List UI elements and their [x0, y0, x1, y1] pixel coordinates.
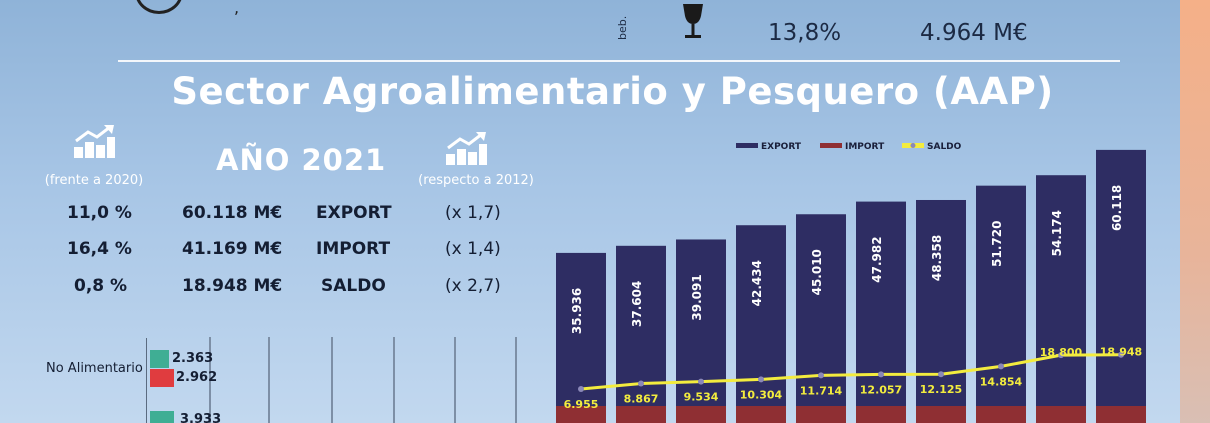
saldo-point	[998, 363, 1004, 370]
left-caption: (frente a 2020)	[44, 173, 144, 188]
drinks-percentage: 13,8%	[768, 20, 842, 46]
saldo-value-label: 11.714	[800, 384, 843, 397]
export-multiplier: (x 1,7)	[445, 203, 501, 223]
bar-partial	[150, 411, 174, 423]
export-value-label: 47.982	[870, 236, 884, 282]
export-import-chart: EXPORT IMPORT SALDO 35.936 37.604 39.091 42.4…	[556, 142, 1146, 423]
saldo-value-label: 6.955	[564, 398, 599, 411]
export-pct: 11,0 %	[67, 203, 132, 223]
legend-label-export: EXPORT	[761, 142, 802, 152]
saldo-point	[878, 371, 884, 378]
export-value-label: 60.118	[1110, 185, 1124, 231]
bar-label: 3.933	[180, 412, 222, 423]
saldo-point	[698, 378, 704, 385]
export-value-label: 45.010	[810, 249, 824, 295]
export-value-label: 37.604	[630, 281, 644, 327]
import-bar	[736, 406, 786, 423]
export-bar	[676, 239, 726, 423]
category-label: No Alimentario	[46, 361, 143, 376]
saldo-value-label: 14.854	[980, 375, 1023, 388]
import-bar	[1096, 406, 1146, 423]
export-value-label: 42.434	[750, 260, 764, 306]
top-tick-text: ,	[234, 0, 240, 17]
import-bar	[976, 406, 1026, 423]
gridline	[454, 337, 456, 423]
export-bar	[916, 199, 966, 423]
bar-label: 2.962	[176, 370, 218, 385]
legend-label-saldo: SALDO	[927, 142, 962, 152]
import-bar	[796, 406, 846, 423]
saldo-point	[1058, 352, 1064, 359]
saldo-line	[580, 353, 1122, 391]
saldo-value-label: 18.948	[1100, 346, 1142, 359]
legend-swatch-import	[820, 143, 842, 148]
gridline	[393, 337, 395, 423]
import-bar	[616, 406, 666, 423]
trend-up-icon	[74, 125, 115, 158]
trend-up-icon	[446, 132, 487, 165]
export-bar	[616, 245, 666, 423]
circle-icon	[135, 0, 183, 14]
gridline	[268, 337, 270, 423]
right-caption: (respecto a 2012)	[418, 173, 534, 188]
export-value-label: 54.174	[1050, 210, 1064, 256]
export-bar	[976, 185, 1026, 423]
export-bar	[1096, 149, 1146, 423]
import-pct: 16,4 %	[67, 239, 132, 259]
gridline	[331, 337, 333, 423]
export-bar	[1036, 175, 1086, 423]
saldo-value-label: 18.800	[1040, 346, 1083, 359]
saldo-value: 18.948 M€	[182, 276, 283, 296]
export-bar	[856, 201, 906, 423]
export-value-label: 48.358	[930, 235, 944, 281]
import-bar	[1036, 406, 1086, 423]
page-title: Sector Agroalimentario y Pesquero (AAP)	[171, 70, 1054, 113]
saldo-point	[1118, 351, 1124, 358]
bar-label: 2.363	[172, 351, 214, 366]
axis-line	[146, 338, 147, 423]
import-bar	[676, 406, 726, 423]
saldo-value-label: 9.534	[684, 391, 719, 404]
export-bar	[796, 214, 846, 423]
import-multiplier: (x 1,4)	[445, 239, 501, 259]
saldo-multiplier: (x 2,7)	[445, 276, 501, 296]
import-bar	[856, 406, 906, 423]
import-value: 41.169 M€	[182, 239, 283, 259]
side-accent-strip	[1180, 0, 1210, 423]
import-bar	[916, 406, 966, 423]
saldo-value-label: 8.867	[624, 393, 659, 406]
bar-no-alimentario-2	[150, 369, 174, 387]
export-value-label: 51.720	[990, 221, 1004, 267]
beb-label: beb.	[616, 15, 629, 40]
export-value: 60.118 M€	[182, 203, 283, 223]
drinks-value: 4.964 M€	[920, 20, 1028, 46]
import-label: IMPORT	[316, 239, 391, 259]
import-bar	[556, 406, 606, 423]
gridline	[209, 337, 211, 423]
legend-label-import: IMPORT	[845, 142, 885, 152]
saldo-value-label: 12.125	[920, 383, 962, 396]
saldo-point	[638, 380, 644, 387]
wine-glass-icon	[683, 4, 703, 38]
saldo-point	[938, 371, 944, 378]
saldo-point	[818, 372, 824, 379]
divider	[118, 60, 1120, 62]
year-title: AÑO 2021	[216, 143, 387, 177]
saldo-label: SALDO	[321, 276, 386, 296]
gridline	[515, 337, 517, 423]
export-value-label: 39.091	[690, 274, 704, 320]
export-label: EXPORT	[316, 203, 392, 223]
saldo-value-label: 12.057	[860, 383, 902, 396]
legend-swatch-export	[736, 143, 758, 148]
saldo-pct: 0,8 %	[74, 276, 128, 296]
saldo-point	[758, 376, 764, 383]
bar-no-alimentario-1	[150, 350, 169, 368]
saldo-point	[578, 386, 584, 392]
legend-marker	[910, 143, 916, 148]
export-bar	[556, 252, 606, 423]
export-bar	[736, 225, 786, 423]
export-value-label: 35.936	[570, 288, 584, 334]
saldo-value-label: 10.304	[740, 388, 783, 401]
